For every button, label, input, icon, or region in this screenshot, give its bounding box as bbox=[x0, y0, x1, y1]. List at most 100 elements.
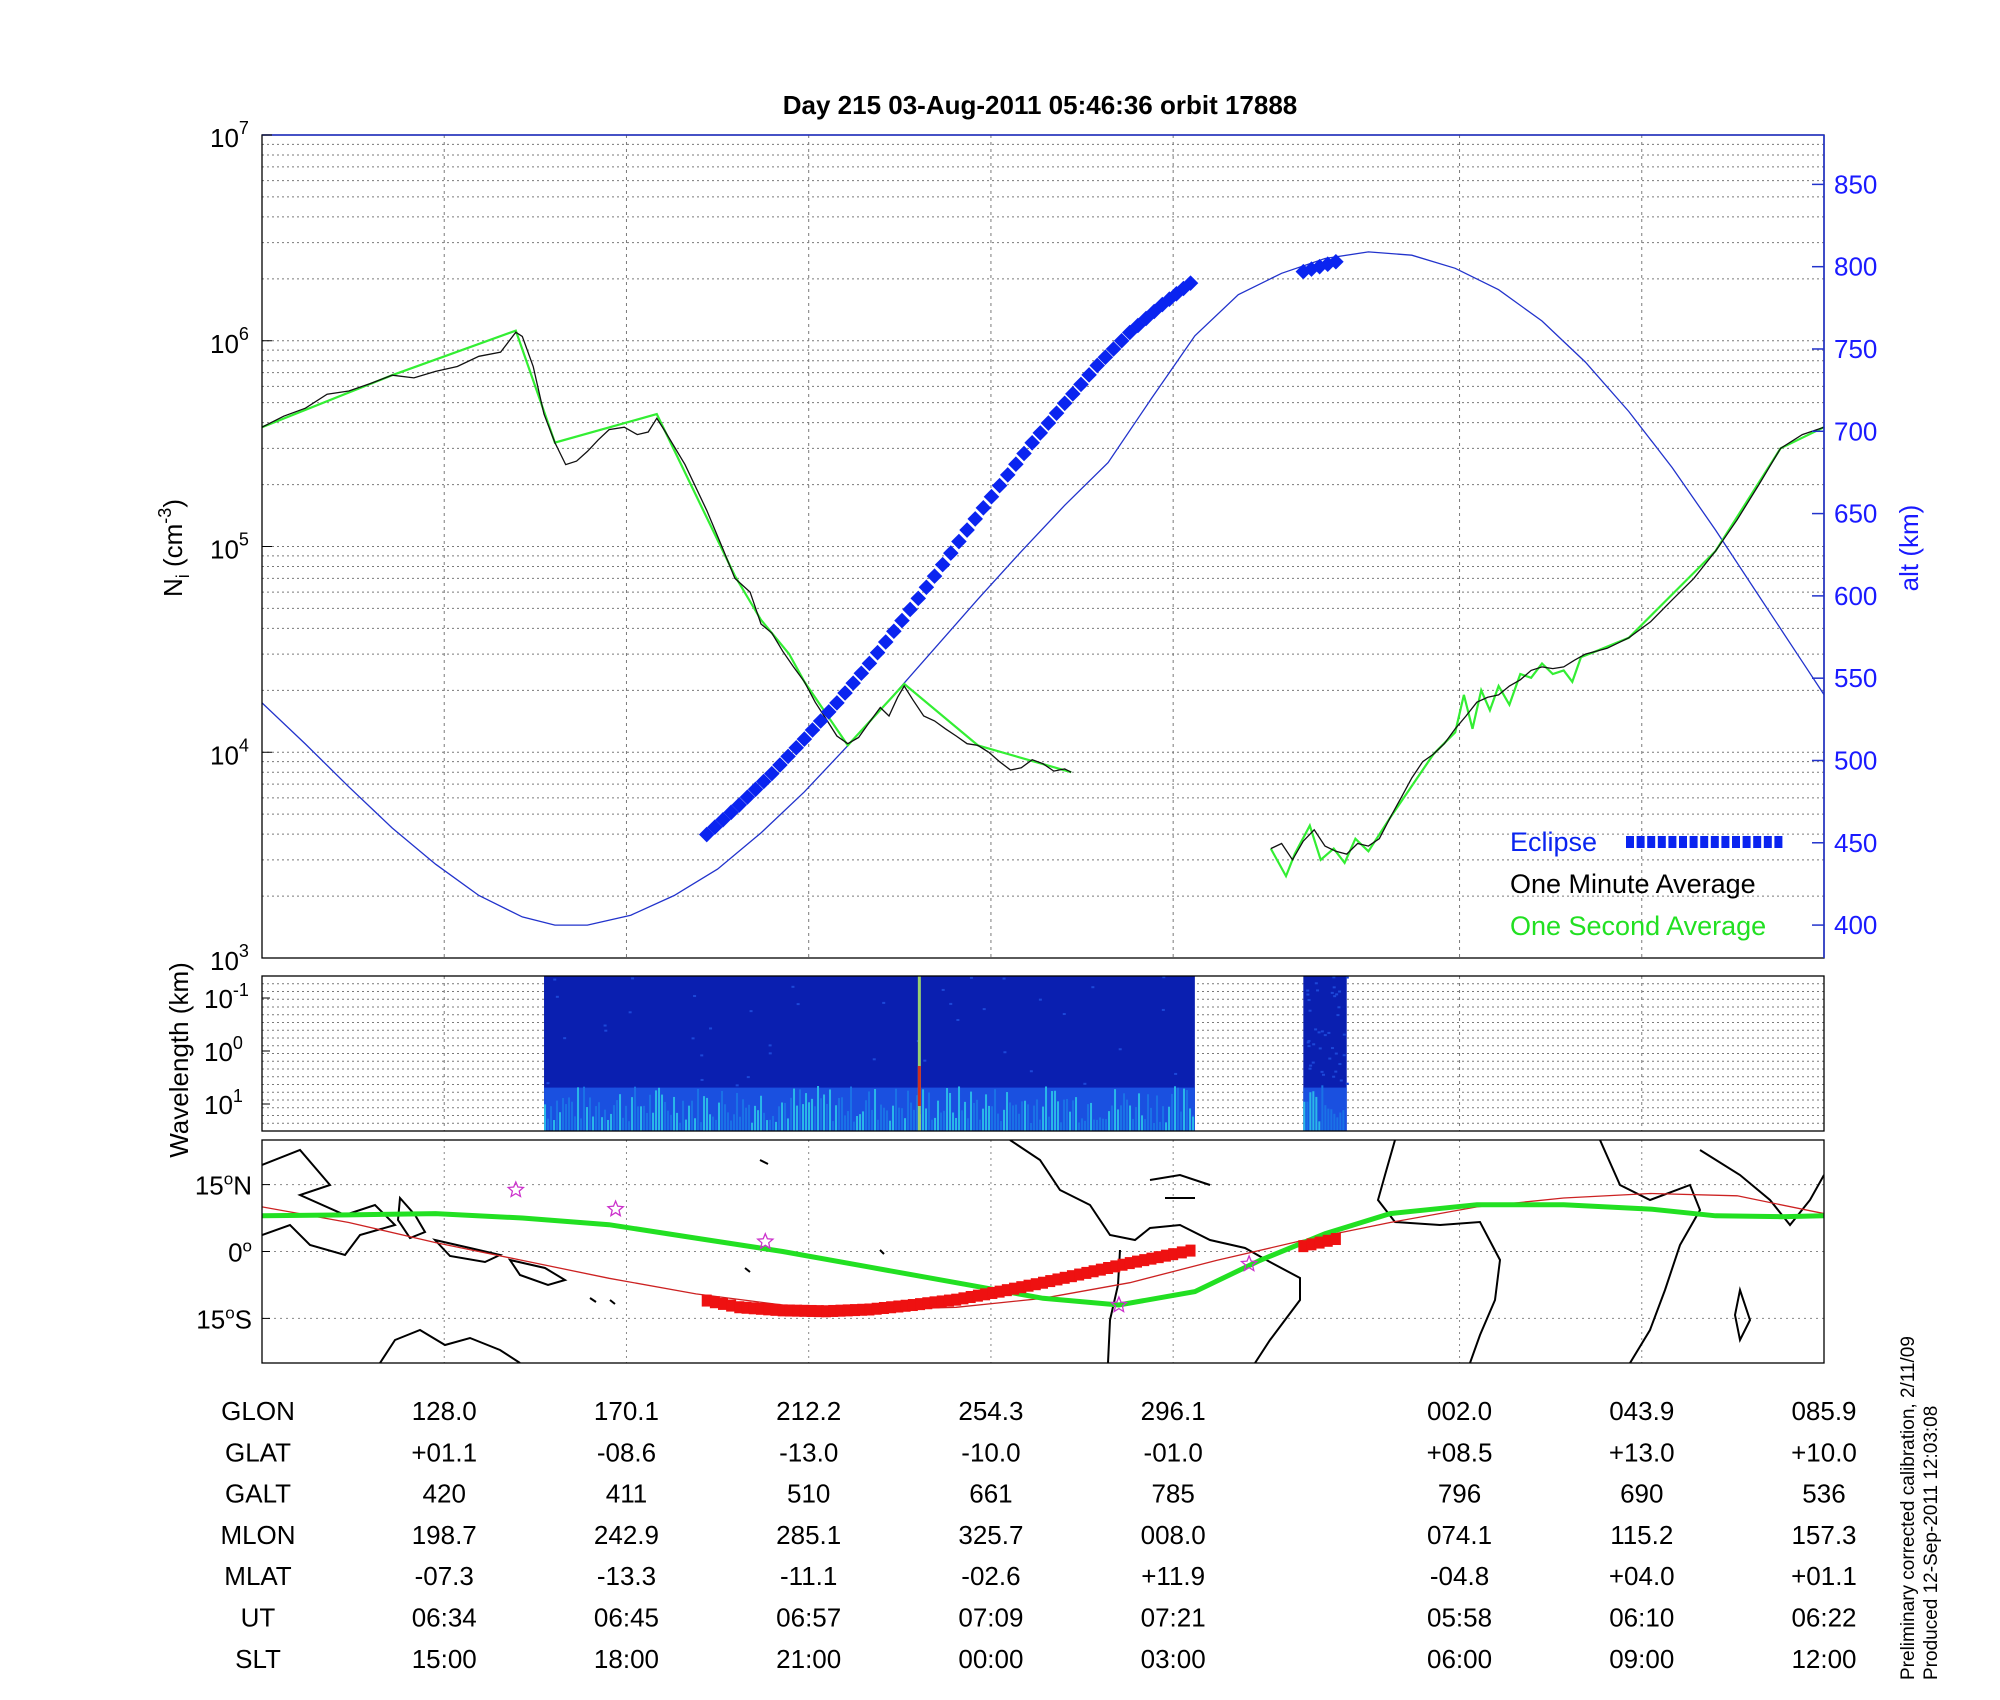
eclipse-marker bbox=[1089, 357, 1106, 374]
spectrogram-bar bbox=[664, 1101, 667, 1131]
spectrogram-speckle bbox=[749, 1010, 753, 1013]
spectrogram-bar bbox=[916, 1095, 919, 1131]
spectrogram-bar bbox=[796, 1105, 799, 1131]
spectrogram-bar bbox=[994, 1089, 997, 1131]
spectrogram-bar bbox=[928, 1092, 931, 1131]
spectrogram-bar bbox=[778, 1106, 781, 1131]
spectrogram-bar bbox=[970, 1091, 973, 1131]
spectrogram-bar bbox=[1039, 1119, 1042, 1131]
eclipse-marker bbox=[959, 522, 975, 538]
spectrogram-bar bbox=[1342, 1110, 1345, 1131]
spectrogram-bar bbox=[1009, 1102, 1012, 1131]
map-eclipse-marker bbox=[1153, 1251, 1164, 1264]
spectrogram-speckle bbox=[1314, 1028, 1318, 1031]
map-eclipse-marker bbox=[763, 1303, 774, 1316]
spectrogram-speckle bbox=[872, 1058, 876, 1061]
map-eclipse-marker bbox=[701, 1294, 712, 1307]
map-eclipse-marker bbox=[1088, 1265, 1099, 1278]
y-tick-base: 10 bbox=[210, 123, 239, 153]
eclipse-marker bbox=[886, 623, 902, 640]
eclipse-marker bbox=[1081, 367, 1097, 383]
y2-tick-label: 700 bbox=[1834, 416, 1877, 446]
map-eclipse-marker bbox=[857, 1303, 868, 1316]
spectrogram-bar bbox=[880, 1104, 883, 1131]
spectrogram-bar bbox=[550, 1106, 553, 1131]
spectrogram-speckle bbox=[1091, 986, 1095, 989]
spectrogram-bar bbox=[883, 1107, 886, 1131]
spectrogram-speckle bbox=[1317, 1031, 1321, 1034]
table-cell: 157.3 bbox=[1791, 1520, 1856, 1550]
star-marker bbox=[1109, 1295, 1129, 1313]
table-cell: 212.2 bbox=[776, 1396, 841, 1426]
spectrogram-bar bbox=[841, 1097, 844, 1131]
spectrogram-speckle bbox=[1307, 999, 1311, 1002]
legend-eclipse-marker bbox=[1753, 836, 1762, 848]
map-eclipse-marker bbox=[842, 1304, 853, 1317]
eclipse-marker bbox=[951, 533, 967, 550]
spectrogram-speckle bbox=[1306, 993, 1310, 996]
spectrogram-bright-core bbox=[917, 1066, 921, 1106]
spectrogram-bar bbox=[1006, 1092, 1009, 1131]
coastline-africa-east bbox=[1599, 1140, 1702, 1363]
spectrogram-bar bbox=[991, 1106, 994, 1131]
table-cell: 008.0 bbox=[1141, 1520, 1206, 1550]
spectrogram-bar bbox=[1096, 1119, 1099, 1131]
table-cell: 128.0 bbox=[412, 1396, 477, 1426]
map-eclipse-marker bbox=[1176, 1246, 1187, 1259]
spectrogram-bar bbox=[829, 1089, 832, 1131]
spectrogram-bar bbox=[949, 1092, 952, 1131]
coastline-pacific-islands bbox=[589, 1159, 885, 1305]
spectrogram-speckle bbox=[603, 1024, 607, 1027]
table-cell: -08.6 bbox=[597, 1437, 656, 1467]
spectrogram-bar bbox=[820, 1098, 823, 1131]
table-cell: +11.9 bbox=[1141, 1561, 1205, 1591]
spectrogram-bar bbox=[694, 1118, 697, 1131]
spectrogram-bar bbox=[1144, 1119, 1147, 1131]
spectrogram-speckle bbox=[1337, 1006, 1341, 1009]
spectrogram-bar bbox=[1018, 1113, 1021, 1131]
table-cell: 510 bbox=[787, 1479, 830, 1509]
spectrogram-speckle bbox=[1307, 1039, 1311, 1042]
spectrogram-bar bbox=[817, 1086, 820, 1131]
map-eclipse-marker bbox=[972, 1289, 983, 1302]
table-cell: +13.0 bbox=[1609, 1437, 1675, 1467]
spectrogram-speckle bbox=[1083, 1082, 1087, 1085]
y-axis-label-rest: (cm bbox=[158, 524, 188, 575]
spectrogram-speckle bbox=[941, 988, 945, 991]
spectrogram-bar bbox=[1171, 1093, 1174, 1131]
spectrogram-speckle bbox=[796, 1003, 800, 1006]
spectrogram-bar bbox=[997, 1113, 1000, 1131]
legend-eclipse-marker bbox=[1742, 836, 1751, 848]
wavelength-axis-label: Wavelength (km) bbox=[164, 962, 194, 1158]
table-cell: 06:45 bbox=[594, 1603, 659, 1633]
spectrogram-bar bbox=[856, 1116, 859, 1131]
spectrogram-bar bbox=[568, 1097, 571, 1131]
spectrogram-bar bbox=[835, 1105, 838, 1131]
spectrogram-bar bbox=[748, 1104, 751, 1131]
wave-tick-exp: -1 bbox=[233, 980, 249, 1000]
spectrogram-bar bbox=[1132, 1118, 1135, 1131]
spectrogram-bar bbox=[844, 1115, 847, 1131]
map-eclipse-marker bbox=[893, 1300, 904, 1313]
spectrogram-bar bbox=[958, 1086, 961, 1131]
spectrogram-bar bbox=[1123, 1093, 1126, 1131]
spectrogram-bar bbox=[973, 1102, 976, 1131]
eclipse-marker bbox=[829, 695, 845, 711]
coastline-arabia-india bbox=[1699, 1149, 1824, 1227]
spectrogram-speckle bbox=[1311, 1061, 1315, 1064]
spectrogram-speckle bbox=[1323, 1034, 1327, 1037]
spectrogram-bar bbox=[1069, 1111, 1072, 1131]
legend-eclipse-marker bbox=[1647, 836, 1656, 848]
spectrogram-bar bbox=[760, 1095, 763, 1131]
table-cell: 06:34 bbox=[412, 1603, 477, 1633]
spectrogram-bar bbox=[697, 1088, 700, 1131]
y2-axis-label: alt (km) bbox=[1894, 505, 1924, 592]
spectrogram-bar bbox=[742, 1099, 745, 1131]
spectrogram-speckle bbox=[923, 1059, 927, 1062]
map-eclipse-marker bbox=[1059, 1271, 1070, 1284]
spectrogram-bar bbox=[1021, 1101, 1024, 1131]
eclipse-marker bbox=[772, 757, 788, 773]
table-cell: -07.3 bbox=[415, 1561, 474, 1591]
spectrogram-bar bbox=[1087, 1104, 1090, 1131]
